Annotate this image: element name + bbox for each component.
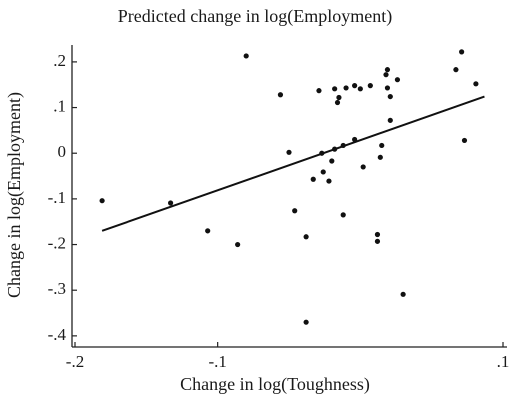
point <box>329 158 335 164</box>
point <box>292 208 298 214</box>
point <box>387 93 393 100</box>
point <box>343 85 349 91</box>
point <box>384 67 391 73</box>
point <box>319 150 325 156</box>
x-axis-title: Change in log(Toughness) <box>180 374 370 395</box>
y-tick-label: -.3 <box>48 279 66 298</box>
point <box>310 176 316 182</box>
point <box>400 291 406 297</box>
point <box>374 238 381 244</box>
point <box>277 92 284 98</box>
point <box>167 200 174 206</box>
point <box>332 146 338 152</box>
point <box>461 137 468 144</box>
y-tick-label: -.2 <box>48 233 66 252</box>
y-tick-label: .2 <box>53 51 66 70</box>
point <box>286 149 292 155</box>
point <box>394 77 401 83</box>
x-tick-label: .1 <box>497 352 510 371</box>
point <box>340 142 346 149</box>
point <box>360 164 366 170</box>
point <box>459 49 465 55</box>
point <box>374 231 381 238</box>
point <box>384 85 391 91</box>
point <box>326 178 332 184</box>
point <box>379 142 385 149</box>
x-tick-label: -.1 <box>208 352 226 371</box>
point <box>243 53 249 59</box>
x-tick-label: -.2 <box>66 352 84 371</box>
fit-line <box>101 95 485 232</box>
point <box>303 319 309 325</box>
y-tick-label: -.1 <box>48 188 66 207</box>
point <box>377 154 383 160</box>
point <box>367 83 373 89</box>
point <box>357 86 363 92</box>
y-tick-label: -.4 <box>48 325 67 344</box>
point <box>205 228 211 234</box>
point <box>316 88 322 94</box>
point <box>99 198 105 204</box>
point <box>352 136 358 143</box>
y-tick-label: 0 <box>58 142 67 161</box>
point <box>332 86 338 92</box>
y-tick-label: .1 <box>53 96 66 115</box>
point <box>453 67 459 73</box>
chart-title: Predicted change in log(Employment) <box>118 6 392 27</box>
point <box>303 234 309 240</box>
point <box>383 72 389 78</box>
point <box>336 94 342 101</box>
point <box>320 169 326 175</box>
point <box>235 241 241 248</box>
y-axis-title: Change in log(Employment) <box>4 92 25 298</box>
point <box>352 83 358 89</box>
point <box>334 99 341 106</box>
point <box>340 212 346 218</box>
point <box>387 117 393 123</box>
point <box>473 81 479 87</box>
